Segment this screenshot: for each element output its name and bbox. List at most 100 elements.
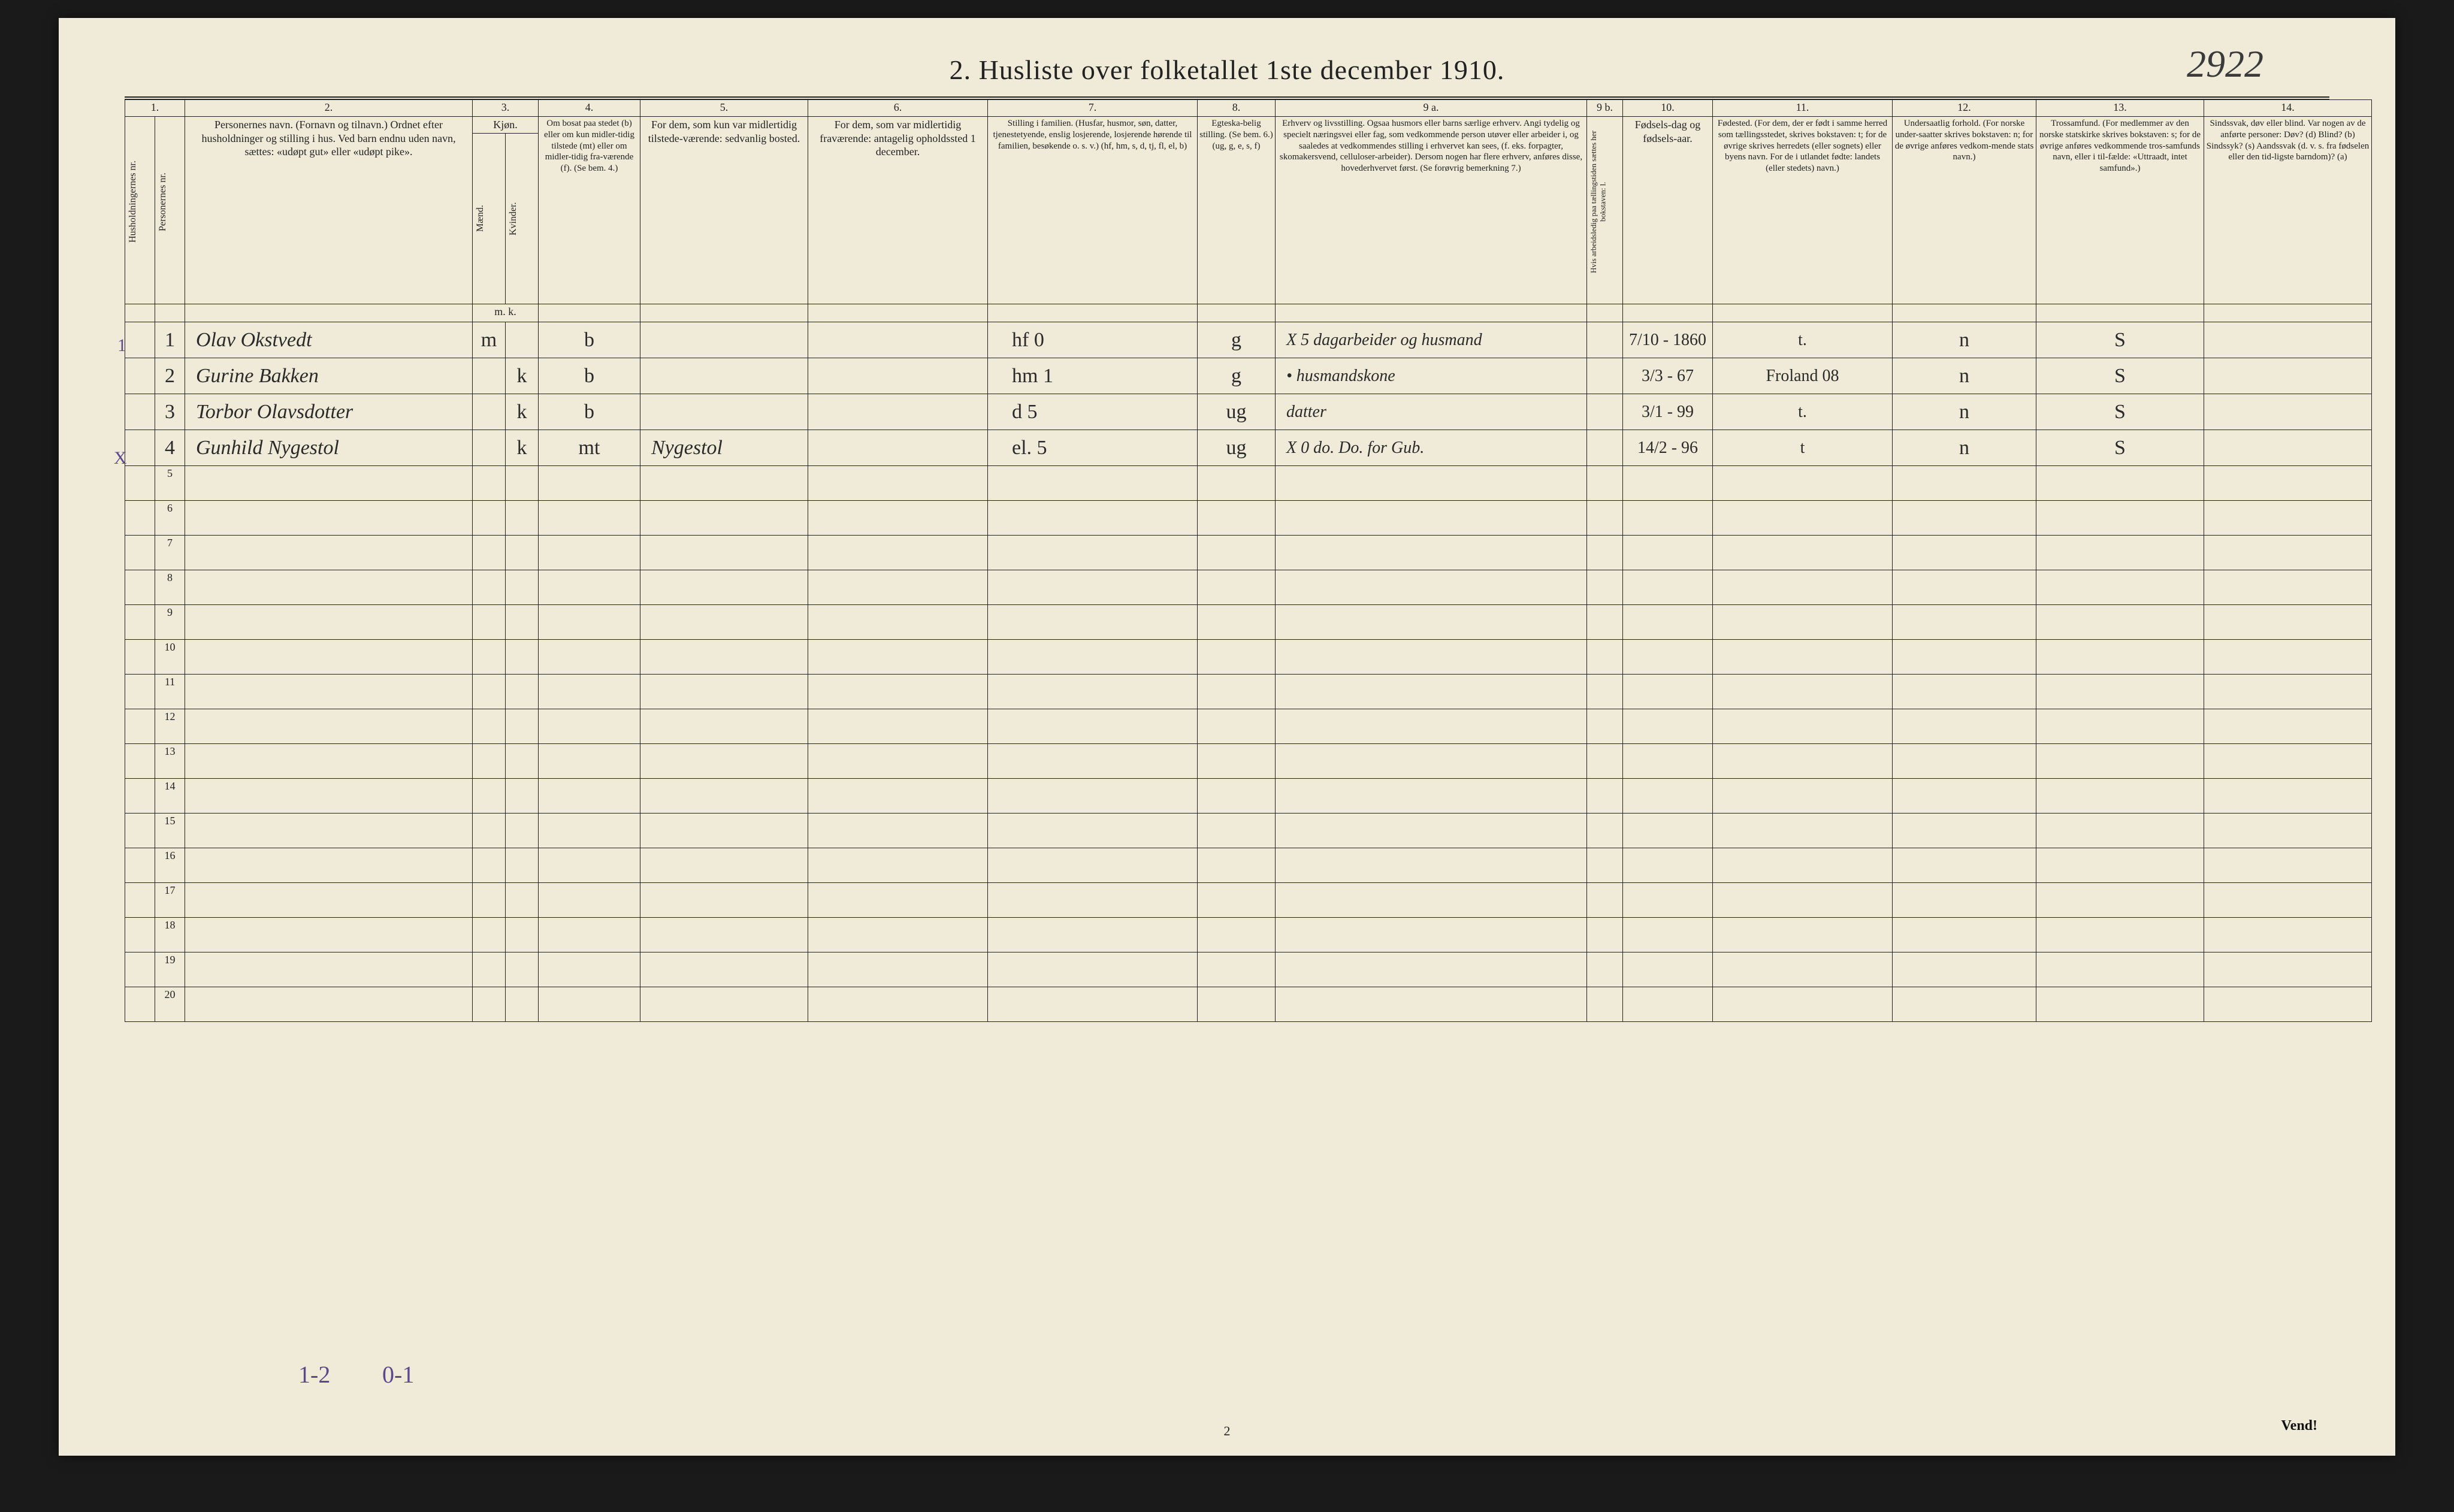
cell-citizenship: n [1893,430,2036,466]
cell-empty [988,605,1198,640]
cell-empty [506,744,539,779]
cell-empty [473,883,506,918]
header-unemployed: Hvis arbeidsledig paa tællingstiden sætt… [1589,118,1607,286]
header-religion: Trossamfund. (For medlemmer av den norsk… [2036,117,2204,304]
cell-empty [1276,918,1587,952]
cell-empty [1276,640,1587,675]
cell-empty [1587,570,1623,605]
cell-household-nr [125,394,155,430]
cell-empty [1623,779,1713,814]
cell-empty [1893,675,2036,709]
cell-empty [988,883,1198,918]
cell-disability [2204,430,2372,466]
cell-empty [1198,605,1276,640]
cell-name: Gurine Bakken [185,358,473,394]
cell-empty [473,675,506,709]
colnum-9a: 9 a. [1276,100,1587,117]
printed-page-number: 2 [1224,1423,1231,1439]
cell-empty [1587,640,1623,675]
cell-empty [1276,605,1587,640]
cell-empty [640,709,808,744]
cell-usual-residence [640,358,808,394]
cell-residence-status: b [539,322,640,358]
table-row-empty: 13 [125,744,2372,779]
column-subheader-row: m. k. [125,304,2372,322]
cell-empty [1623,883,1713,918]
cell-empty [506,987,539,1022]
cell-empty [1198,918,1276,952]
cell-empty [988,779,1198,814]
cell-empty [2204,918,2372,952]
cell-empty [1893,814,2036,848]
cell-empty [473,709,506,744]
cell-empty [1198,466,1276,501]
colnum-11: 11. [1713,100,1893,117]
cell-empty [988,536,1198,570]
cell-empty [1587,675,1623,709]
margin-x-mark: X [114,448,127,468]
cell-empty [473,640,506,675]
cell-empty [2036,779,2204,814]
cell-empty [1713,848,1893,883]
cell-person-nr: 17 [155,883,185,918]
cell-empty [506,536,539,570]
cell-empty [1893,709,2036,744]
cell-empty [506,779,539,814]
cell-empty [506,814,539,848]
cell-empty [1893,570,2036,605]
cell-disability [2204,394,2372,430]
cell-household-nr [125,536,155,570]
cell-empty [1713,814,1893,848]
cell-empty [506,883,539,918]
cell-empty [808,675,988,709]
cell-birthplace: Froland 08 [1713,358,1893,394]
cell-empty [1587,709,1623,744]
cell-empty [506,605,539,640]
cell-empty [473,779,506,814]
cell-empty [185,709,473,744]
cell-empty [640,640,808,675]
cell-person-nr: 4 [155,430,185,466]
cell-empty [1713,501,1893,536]
cell-empty [1893,466,2036,501]
cell-empty [506,918,539,952]
cell-empty [185,570,473,605]
cell-empty [640,675,808,709]
cell-birthdate: 3/3 - 67 [1623,358,1713,394]
cell-empty [185,814,473,848]
cell-household-nr [125,709,155,744]
cell-empty [1276,987,1587,1022]
cell-empty [2036,640,2204,675]
cell-empty [2036,536,2204,570]
cell-empty [1276,570,1587,605]
cell-person-nr: 19 [155,952,185,987]
table-row-empty: 5 [125,466,2372,501]
cell-unemployed [1587,394,1623,430]
colnum-13: 13. [2036,100,2204,117]
cell-empty [808,779,988,814]
cell-empty [185,848,473,883]
cell-empty [1713,709,1893,744]
margin-household-number: 1 [117,335,126,356]
cell-household-nr [125,987,155,1022]
cell-birthdate: 14/2 - 96 [1623,430,1713,466]
cell-empty [988,814,1198,848]
cell-empty [2204,466,2372,501]
cell-empty [640,605,808,640]
cell-person-nr: 2 [155,358,185,394]
cell-person-nr: 6 [155,501,185,536]
cell-person-nr: 1 [155,322,185,358]
cell-empty [1623,918,1713,952]
cell-empty [539,987,640,1022]
page-title: 2. Husliste over folketallet 1ste decemb… [125,54,2329,86]
cell-empty [1587,744,1623,779]
header-temp-absent-place: For dem, som var midlertidig fraværende:… [808,117,988,304]
header-name: Personernes navn. (Fornavn og tilnavn.) … [185,117,473,304]
cell-household-nr [125,430,155,466]
subheader-sex-mk: m. k. [473,304,539,322]
cell-empty [1623,570,1713,605]
cell-empty [1276,744,1587,779]
table-row-empty: 19 [125,952,2372,987]
cell-name: Olav Okstvedt [185,322,473,358]
colnum-10: 10. [1623,100,1713,117]
